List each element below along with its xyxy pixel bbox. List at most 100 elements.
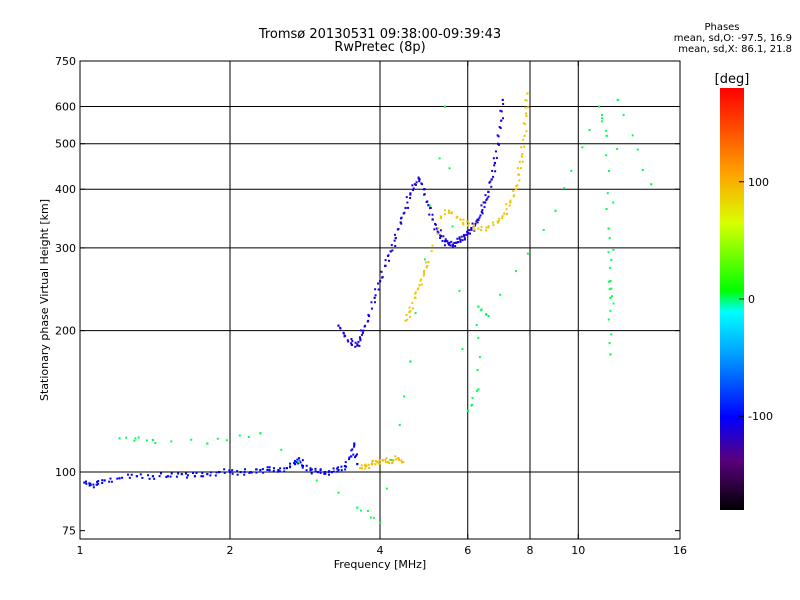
data-point [436,232,439,235]
chart-title-line1: Tromsø 20130531 09:38:00-09:39:43 [258,27,502,42]
data-point [502,102,505,105]
data-point [402,212,405,215]
data-point [491,169,494,172]
data-point [388,458,391,461]
data-point [408,315,411,318]
data-point [609,309,612,312]
x-tick-label: 16 [673,544,687,557]
data-point [420,182,423,185]
data-point [89,482,92,485]
data-point [373,296,376,299]
data-point [600,120,603,123]
data-point [259,468,262,472]
data-point [418,284,421,287]
data-point [381,276,384,279]
data-point [466,220,469,223]
data-point [305,469,308,472]
data-point [447,242,450,245]
data-point [470,228,473,231]
data-point [255,471,258,474]
data-point [607,318,610,321]
data-point [92,486,95,489]
data-point [521,160,524,163]
data-point [523,134,526,137]
data-point [95,483,98,486]
data-point [365,464,368,468]
data-point [609,353,612,356]
data-point [490,185,493,188]
data-point [125,436,128,439]
data-point [439,236,442,239]
data-point [431,213,434,216]
data-point [109,477,112,480]
data-point [612,248,615,251]
data-point [456,215,459,218]
data-point [388,259,391,262]
data-point [524,123,527,126]
data-point [297,462,300,465]
data-point [427,260,430,264]
data-point [118,477,121,480]
data-point [380,270,383,273]
data-point [310,468,313,471]
x-tick-label: 2 [227,544,234,557]
data-point [344,461,347,464]
data-point [359,337,362,341]
data-point [501,217,504,220]
data-point [438,157,441,160]
data-point [509,199,512,202]
data-point [202,475,205,478]
data-point [486,197,489,200]
data-point [394,233,397,236]
data-point [337,491,340,494]
data-point [451,225,454,228]
data-point [393,239,396,242]
x-tick-label: 4 [377,544,384,557]
data-point [471,396,474,399]
data-point [481,208,484,211]
data-point [356,462,359,466]
data-point [468,222,471,225]
data-point [498,217,501,220]
data-point [352,453,355,456]
data-point [515,185,518,188]
data-point [184,472,187,475]
data-point [605,134,608,137]
data-point [453,241,456,244]
data-point [478,216,481,219]
data-point [398,423,401,426]
data-point [295,461,298,464]
data-point [519,167,522,170]
data-point [610,259,613,262]
data-point [439,217,442,220]
data-point [417,176,420,179]
data-point [374,460,377,463]
data-point [353,456,356,459]
data-point [416,288,419,291]
data-point [497,135,500,138]
data-point [526,252,529,255]
data-point [610,333,613,336]
data-point [439,215,443,218]
data-point [477,227,480,230]
data-point [467,232,470,235]
data-point [268,468,271,472]
data-point [231,469,234,472]
data-point [277,468,280,472]
data-point [358,344,361,347]
data-point [472,226,475,229]
data-point [357,340,360,343]
data-point [475,220,478,223]
data-point [650,183,653,186]
data-point [272,467,275,470]
data-point [610,287,613,290]
data-point [439,229,442,232]
data-point [482,201,485,204]
data-point [459,218,462,221]
data-point [342,331,345,334]
data-point [435,227,438,230]
data-point [425,200,428,203]
data-point [134,437,137,440]
data-point [409,360,412,363]
data-point [101,481,104,484]
